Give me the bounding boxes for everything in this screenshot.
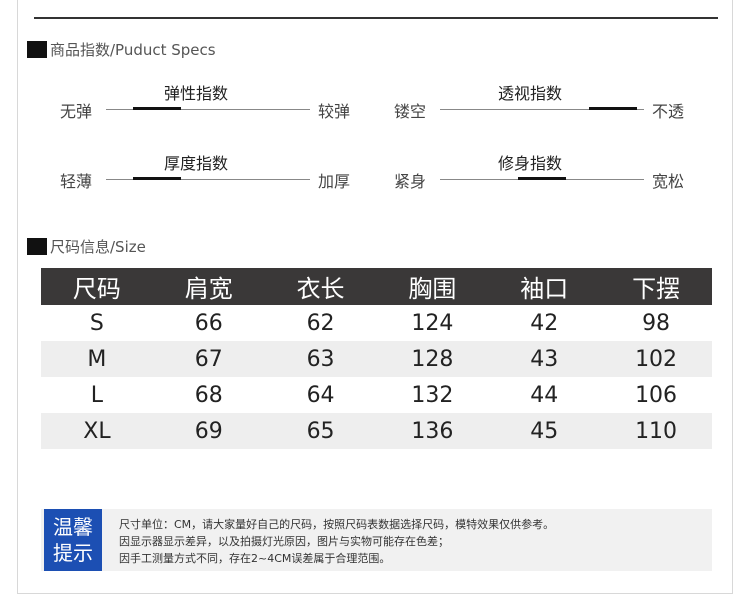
table-cell: 68 [194,382,223,408]
spec-level-marker [133,107,181,110]
top-divider [34,17,718,19]
table-cell: 110 [600,413,712,449]
table-cell: 65 [264,413,377,449]
table-cell: 63 [264,341,377,377]
table-cell: 98 [642,310,671,336]
table-cell: 124 [411,310,454,336]
specs-heading: 商品指数/Puduct Specs [27,39,216,60]
spec-left-label: 紧身 [394,172,427,191]
tips-line: 尺寸单位：CM，请大家量好自己的尺码，按照尺码表数据选择尺码，模特效果仅供参考。 [119,518,555,531]
tips-box: 温馨 提示 尺寸单位：CM，请大家量好自己的尺码，按照尺码表数据选择尺码，模特效… [41,509,712,571]
spec-caption: 透视指数 [498,84,563,103]
size-heading-text: 尺码信息/Size [50,238,146,256]
spec-caption: 弹性指数 [164,84,229,103]
spec-level-marker [133,177,181,180]
spec-scale-line [106,179,310,180]
spec-left-label: 镂空 [394,102,427,121]
spec-right-label: 宽松 [652,172,685,191]
table-cell: 136 [376,413,489,449]
spec-elasticity: 无弹 弹性指数 较弹 [0,80,375,121]
spec-right-label: 不透 [652,102,685,121]
table-cell: 42 [530,310,559,336]
tips-line: 因手工测量方式不同，存在2~4CM误差属于合理范围。 [119,552,391,565]
spec-right-label: 加厚 [318,172,351,191]
table-cell: 66 [194,310,223,336]
table-cell: 44 [530,382,559,408]
table-cell: M [41,341,153,377]
header-hem: 下摆 [600,268,712,305]
table-cell: 45 [488,413,601,449]
table-cell: 69 [152,413,265,449]
tips-badge-line2: 提示 [53,541,93,565]
spec-transparency: 镂空 透视指数 不透 [0,80,750,121]
spec-caption: 厚度指数 [164,154,229,173]
size-table: 尺码 肩宽 衣长 胸围 袖口 下摆 S 66 62 124 42 98 M 67… [41,268,712,449]
table-cell: 132 [411,382,454,408]
table-cell: 102 [600,341,712,377]
header-size: 尺码 [41,268,153,305]
heading-square-icon [27,238,47,255]
spec-right-label: 较弹 [318,102,351,121]
table-row: L 68 64 132 44 106 [41,377,712,413]
spec-thickness: 轻薄 厚度指数 加厚 [0,150,375,191]
table-cell: 67 [152,341,265,377]
table-cell: 62 [306,310,335,336]
table-cell: 106 [635,382,678,408]
page-frame [17,0,733,594]
header-length: 衣长 [264,268,377,305]
table-cell: L [90,382,104,408]
header-cuff: 袖口 [488,268,601,305]
table-row: XL 69 65 136 45 110 [41,413,712,449]
table-cell: 64 [306,382,335,408]
table-row: M 67 63 128 43 102 [41,341,712,377]
spec-level-marker [518,177,566,180]
spec-left-label: 无弹 [60,102,93,121]
size-heading: 尺码信息/Size [27,236,146,257]
spec-caption: 修身指数 [498,154,563,173]
table-row: S 66 62 124 42 98 [41,305,712,341]
heading-square-icon [27,41,47,58]
table-cell: S [89,310,104,336]
spec-scale-line [106,109,310,110]
specs-heading-text: 商品指数/Puduct Specs [50,41,216,59]
table-cell: 43 [488,341,601,377]
spec-level-marker [589,107,638,110]
tips-line: 因显示器显示差异，以及拍摄灯光原因，图片与实物可能存在色差； [119,535,449,548]
spec-scale-line [440,109,644,110]
header-shoulder: 肩宽 [152,268,265,305]
tips-badge-line1: 温馨 [53,515,93,539]
spec-left-label: 轻薄 [60,172,93,191]
table-cell: XL [41,413,153,449]
spec-fit: 紧身 修身指数 宽松 [0,150,750,191]
tips-badge: 温馨 提示 [44,509,102,571]
table-header-row: 尺码 肩宽 衣长 胸围 袖口 下摆 [41,268,712,305]
table-cell: 128 [376,341,489,377]
header-chest: 胸围 [376,268,489,305]
